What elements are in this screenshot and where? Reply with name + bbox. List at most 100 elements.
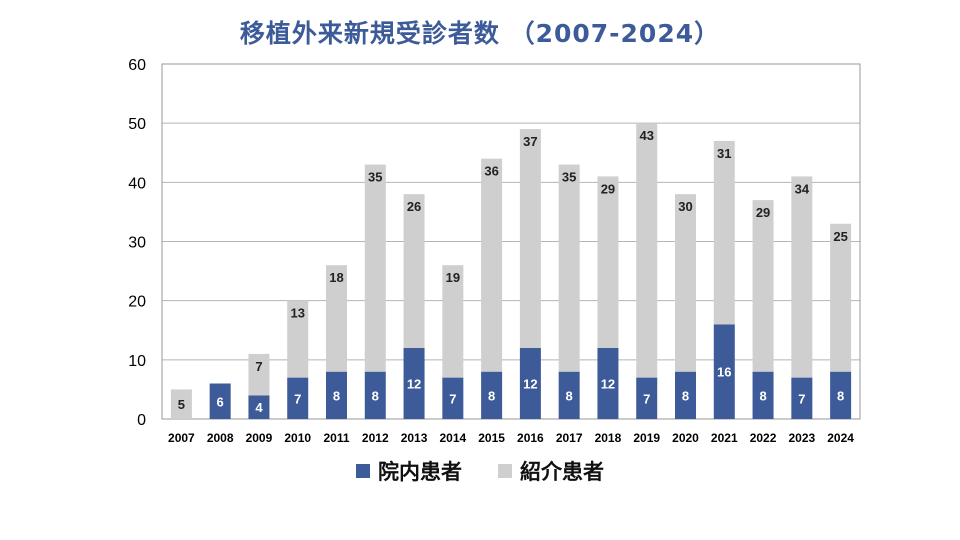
legend-swatch-referral: [498, 464, 512, 478]
data-label-inhouse: 8: [488, 388, 495, 403]
bar-referral: [830, 223, 852, 372]
x-tick-label: 2012: [362, 431, 389, 445]
bar-inhouse: [713, 324, 735, 419]
data-label-referral: 35: [562, 170, 576, 185]
data-label-inhouse: 12: [601, 377, 615, 392]
bar-referral: [519, 129, 541, 348]
x-tick-label: 2021: [711, 431, 738, 445]
data-label-referral: 18: [329, 270, 343, 285]
data-label-referral: 37: [523, 134, 537, 149]
bar-referral: [636, 123, 658, 378]
data-label-inhouse: 8: [759, 388, 766, 403]
bar-referral: [675, 194, 696, 372]
x-tick-label: 2011: [323, 431, 349, 445]
x-tick-label: 2013: [401, 431, 428, 445]
bar-referral: [558, 164, 580, 372]
x-tick-label: 2020: [672, 431, 699, 445]
bar-referral: [791, 176, 813, 378]
x-tick-label: 2018: [595, 431, 622, 445]
y-tick-label: 30: [128, 235, 146, 252]
data-label-referral: 7: [255, 359, 262, 374]
x-tick-label: 2010: [284, 431, 311, 445]
bar-inhouse: [209, 383, 231, 419]
data-label-inhouse: 4: [255, 400, 263, 415]
x-tick-label: 2015: [478, 431, 505, 445]
bar-inhouse: [752, 371, 774, 419]
bar-referral: [364, 164, 386, 372]
data-label-referral: 29: [756, 205, 770, 220]
bar-inhouse: [326, 371, 347, 419]
data-label-inhouse: 6: [217, 394, 224, 409]
data-label-inhouse: 7: [798, 391, 805, 406]
data-label-inhouse: 12: [523, 377, 537, 392]
data-label-inhouse: 8: [372, 388, 379, 403]
plot-area-border: [161, 63, 861, 420]
bar-referral: [442, 265, 464, 378]
bar-inhouse: [287, 377, 309, 419]
bar-referral: [326, 265, 347, 372]
bar-inhouse: [442, 377, 464, 419]
data-label-inhouse: 8: [333, 388, 340, 403]
bar-referral: [597, 176, 619, 348]
data-label-referral: 13: [290, 306, 304, 321]
x-tick-label: 2019: [633, 431, 660, 445]
bar-referral: [170, 389, 192, 419]
y-tick-label: 20: [128, 294, 146, 311]
legend-swatch-inhouse: [356, 464, 370, 478]
x-tick-label: 2014: [439, 431, 466, 445]
x-tick-label: 2008: [207, 431, 234, 445]
data-label-referral: 26: [407, 199, 421, 214]
bar-inhouse: [597, 348, 619, 419]
chart-title: 移植外来新規受診者数 （2007-2024）: [239, 19, 721, 48]
y-tick-label: 60: [128, 57, 146, 74]
y-tick-label: 40: [128, 175, 146, 192]
legend-label-referral: 紹介患者: [520, 460, 604, 484]
bar-inhouse: [675, 371, 696, 419]
x-tick-label: 2009: [246, 431, 273, 445]
data-label-referral: 30: [678, 199, 692, 214]
bar-inhouse: [248, 395, 270, 419]
data-label-inhouse: 12: [407, 377, 421, 392]
bar-inhouse: [830, 371, 852, 419]
bar-referral: [248, 353, 270, 396]
data-label-referral: 36: [484, 164, 498, 179]
data-label-referral: 19: [446, 270, 460, 285]
data-label-referral: 43: [639, 128, 653, 143]
data-label-inhouse: 7: [643, 391, 650, 406]
x-tick-label: 2022: [750, 431, 777, 445]
bar-inhouse: [481, 371, 503, 419]
data-label-referral: 34: [795, 181, 810, 196]
data-label-inhouse: 7: [449, 391, 456, 406]
bar-referral: [752, 200, 774, 372]
bar-inhouse: [403, 348, 425, 419]
y-tick-label: 0: [137, 412, 146, 429]
bar-referral: [403, 194, 425, 348]
x-tick-label: 2024: [827, 431, 854, 445]
legend: 院内患者 紹介患者: [0, 456, 960, 486]
bar-inhouse: [636, 377, 658, 419]
bar-referral: [481, 158, 503, 372]
y-tick-label: 10: [128, 353, 146, 370]
data-label-referral: 29: [601, 181, 615, 196]
data-label-referral: 35: [368, 170, 382, 185]
data-label-inhouse: 8: [566, 388, 573, 403]
data-label-referral: 31: [717, 146, 731, 161]
legend-item-referral: 紹介患者: [498, 456, 604, 486]
data-label-inhouse: 7: [294, 391, 301, 406]
data-label-inhouse: 16: [717, 365, 731, 380]
x-tick-label: 2017: [556, 431, 583, 445]
bar-inhouse: [519, 348, 541, 419]
bar-referral: [713, 140, 735, 325]
x-tick-label: 2023: [788, 431, 815, 445]
bar-inhouse: [364, 371, 386, 419]
data-label-referral: 25: [833, 229, 847, 244]
y-tick-label: 50: [128, 116, 146, 133]
bar-inhouse: [791, 377, 813, 419]
data-label-inhouse: 8: [682, 388, 689, 403]
bar-referral: [287, 300, 309, 378]
data-label-referral: 5: [178, 397, 185, 412]
bar-inhouse: [558, 371, 580, 419]
x-tick-label: 2016: [517, 431, 544, 445]
data-label-inhouse: 8: [837, 388, 844, 403]
